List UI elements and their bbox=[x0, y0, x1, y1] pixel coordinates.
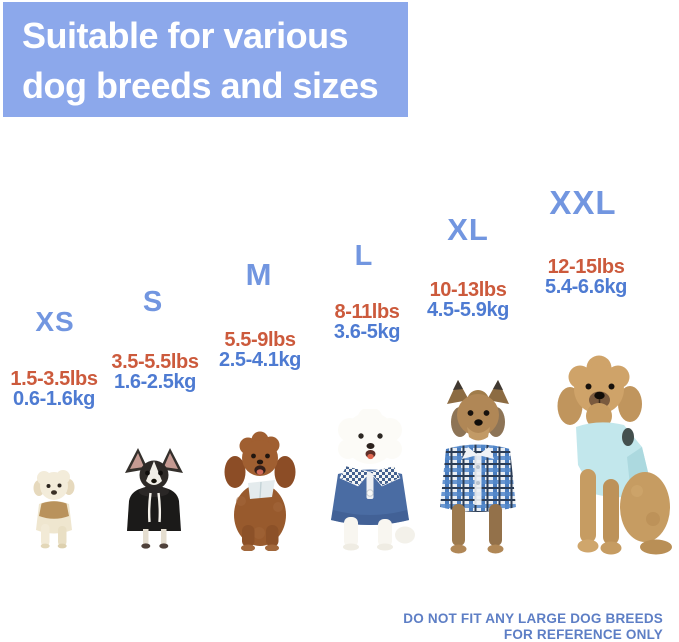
size-label-m: M bbox=[245, 257, 273, 292]
weight-kg-m: 2.5-4.1kg bbox=[218, 349, 302, 371]
weight-range-s: 3.5-5.5lbs 1.6-2.5kg bbox=[111, 351, 199, 393]
brown-toy-poodle-icon bbox=[224, 431, 296, 551]
disclaimer-line1: DO NOT FIT ANY LARGE DOG BREEDS bbox=[403, 611, 663, 626]
yorkshire-terrier-in-plaid-shirt-icon bbox=[440, 380, 516, 554]
white-puppy-in-tan-sweater-icon bbox=[33, 470, 75, 549]
header-banner: Suitable for various dog breeds and size… bbox=[3, 2, 408, 117]
weight-range-m: 5.5-9lbs 2.5-4.1kg bbox=[219, 330, 301, 370]
apricot-poodle-in-mint-tank-icon bbox=[557, 355, 672, 555]
dog-photo-xxl-apricot-poodle bbox=[539, 353, 679, 561]
chihuahua-in-black-hoodie-icon bbox=[125, 448, 183, 549]
dog-photo-l-white-bichon bbox=[319, 409, 421, 552]
dog-photo-xs-white-puppy bbox=[28, 466, 80, 550]
size-label-xxl: XXL bbox=[549, 184, 617, 221]
white-bichon-in-blue-polo-icon bbox=[331, 409, 415, 551]
weight-kg-s: 1.6-2.5kg bbox=[113, 371, 197, 393]
size-label-l: L bbox=[354, 240, 374, 272]
weight-lbs-s: 3.5-5.5lbs bbox=[111, 351, 199, 373]
weight-range-xl: 10-13lbs 4.5-5.9kg bbox=[427, 280, 509, 320]
dog-photo-xl-yorkie bbox=[432, 377, 524, 559]
weight-range-l: 8-11lbs 3.6-5kg bbox=[333, 301, 401, 343]
size-label-xs: XS bbox=[35, 306, 75, 337]
size-label-s: S bbox=[142, 286, 164, 318]
dog-photo-m-brown-poodle bbox=[221, 431, 299, 551]
weight-kg-xxl: 5.4-6.6kg bbox=[544, 276, 628, 298]
weight-kg-l: 3.6-5kg bbox=[333, 321, 401, 343]
weight-lbs-m: 5.5-9lbs bbox=[224, 329, 296, 351]
weight-lbs-xxl: 12-15lbs bbox=[547, 256, 625, 278]
banner-title-line2: dog breeds and sizes bbox=[22, 65, 379, 106]
weight-range-xxl: 12-15lbs 5.4-6.6kg bbox=[545, 257, 627, 297]
dog-photo-s-chihuahua bbox=[118, 446, 190, 549]
weight-lbs-xl: 10-13lbs bbox=[429, 279, 507, 301]
disclaimer-line2: FOR REFERENCE ONLY bbox=[503, 626, 663, 642]
weight-lbs-xs: 1.5-3.5lbs bbox=[10, 368, 98, 390]
weight-range-xs: 1.5-3.5lbs 0.6-1.6kg bbox=[10, 368, 98, 410]
disclaimer: DO NOT FIT ANY LARGE DOG BREEDS FOR REFE… bbox=[403, 611, 663, 642]
weight-lbs-l: 8-11lbs bbox=[334, 301, 400, 323]
banner-title-line1: Suitable for various bbox=[22, 15, 349, 56]
weight-kg-xl: 4.5-5.9kg bbox=[426, 299, 510, 321]
size-label-xl: XL bbox=[447, 212, 489, 247]
weight-kg-xs: 0.6-1.6kg bbox=[12, 388, 96, 410]
